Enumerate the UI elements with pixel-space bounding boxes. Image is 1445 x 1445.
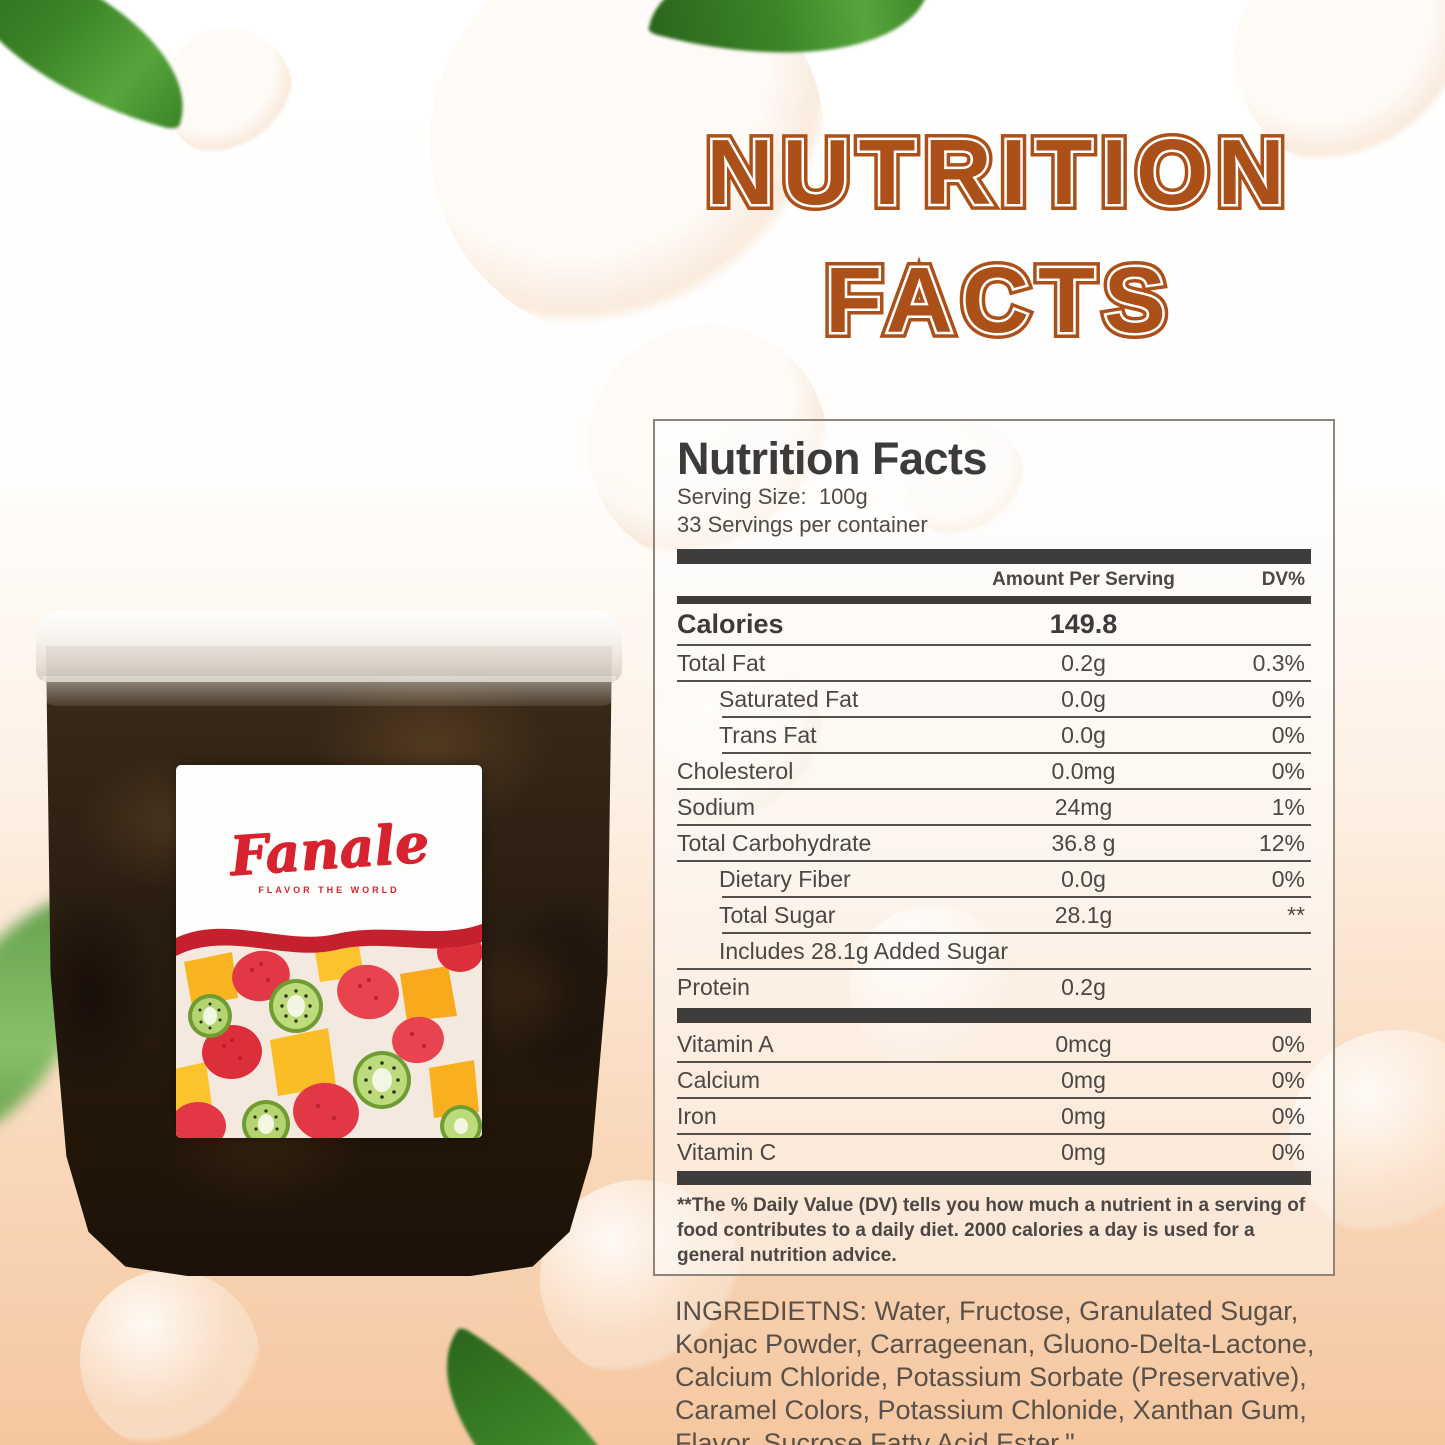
nutrient-row: Cholesterol 0.0mg 0% bbox=[677, 757, 1305, 784]
divider-bar bbox=[677, 1008, 1311, 1023]
daily-value-footnote: **The % Daily Value (DV) tells you how m… bbox=[677, 1195, 1306, 1266]
row-separator bbox=[722, 896, 1311, 898]
nutrition-panel: Nutrition Facts Serving Size: 100g 33 Se… bbox=[653, 419, 1335, 1276]
ingredients-text: INGREDIETNS: Water, Fructose, Granulated… bbox=[675, 1296, 1315, 1445]
tub-lid bbox=[36, 610, 622, 706]
nutrient-row: Trans Fat 0.0g 0% bbox=[719, 721, 1305, 748]
fruit-photo bbox=[176, 924, 482, 1138]
row-separator bbox=[677, 824, 1311, 826]
dv-column-header: DV% bbox=[1261, 569, 1305, 590]
bubble-decoration bbox=[80, 1270, 260, 1445]
divider-bar bbox=[677, 1171, 1311, 1185]
serving-size: Serving Size: 100g bbox=[677, 484, 868, 509]
column-header-row: Amount Per Serving DV% bbox=[677, 564, 1311, 596]
leaf-decoration-bottom bbox=[390, 1325, 697, 1445]
page-title: NUTRITION NUTRITION NUTRITION FACTS FACT… bbox=[640, 108, 1360, 364]
row-separator bbox=[677, 860, 1311, 862]
nutrient-row: Protein 0.2g bbox=[677, 973, 1106, 1000]
row-separator bbox=[677, 644, 1311, 646]
label-wave bbox=[176, 924, 482, 956]
vitamin-row: Vitamin C 0mg 0% bbox=[677, 1138, 1305, 1165]
nutrient-row: Total Fat 0.2g 0.3% bbox=[677, 649, 1305, 676]
row-separator bbox=[677, 1097, 1311, 1099]
nutrient-row: Dietary Fiber 0.0g 0% bbox=[719, 865, 1305, 892]
vitamin-row: Vitamin A 0mcg 0% bbox=[677, 1030, 1305, 1057]
nutrient-row: Saturated Fat 0.0g 0% bbox=[719, 685, 1305, 712]
leaf-decoration-top-left bbox=[0, 0, 213, 132]
divider-bar bbox=[677, 549, 1311, 564]
nutrient-row: Sodium 24mg 1% bbox=[677, 793, 1305, 820]
bubble-decoration bbox=[163, 28, 293, 158]
nutrient-row: Total Carbohydrate 36.8 g 12% bbox=[677, 829, 1305, 856]
row-separator bbox=[677, 788, 1311, 790]
row-separator bbox=[722, 716, 1311, 718]
page-title-line2: FACTS FACTS FACTS bbox=[819, 242, 1175, 358]
product-photo: Fanale FLAVOR THE WORLD bbox=[36, 610, 622, 1276]
vitamin-row: Calcium 0mg 0% bbox=[677, 1066, 1305, 1093]
leaf-decoration-top-center bbox=[647, 0, 931, 96]
nutrition-facts-title: Nutrition Facts bbox=[677, 433, 988, 484]
product-label: Fanale FLAVOR THE WORLD bbox=[176, 765, 482, 1138]
row-separator bbox=[722, 932, 1311, 934]
row-separator bbox=[677, 680, 1311, 682]
calories-row: Calories 149.8 bbox=[677, 608, 1118, 639]
nutrient-row: Total Sugar 28.1g ** bbox=[719, 901, 1305, 928]
servings-per-container: 33 Servings per container bbox=[677, 512, 928, 537]
row-separator bbox=[722, 752, 1311, 754]
divider-bar bbox=[677, 596, 1311, 604]
row-separator bbox=[677, 1133, 1311, 1135]
page-title-line1: NUTRITION NUTRITION NUTRITION bbox=[700, 114, 1294, 230]
amount-column-header: Amount Per Serving bbox=[992, 569, 1175, 590]
vitamin-row: Iron 0mg 0% bbox=[677, 1102, 1305, 1129]
brand-logo: Fanale bbox=[227, 810, 431, 888]
brand-tagline: FLAVOR THE WORLD bbox=[258, 885, 400, 895]
nutrient-row: Includes 28.1g Added Sugar bbox=[719, 937, 1009, 964]
